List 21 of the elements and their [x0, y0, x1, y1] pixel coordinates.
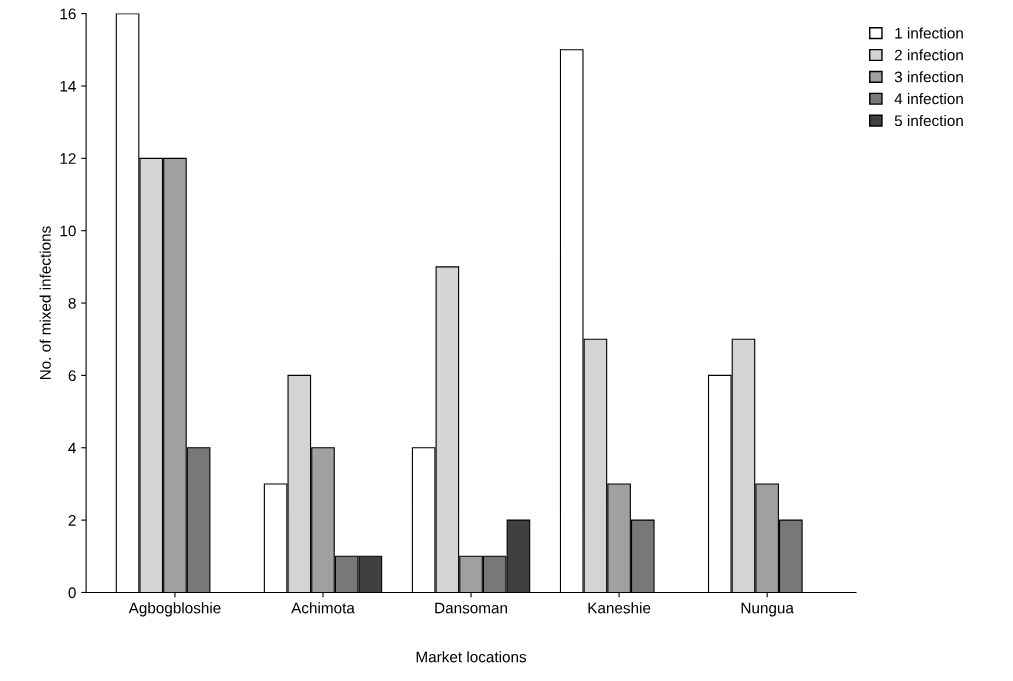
- y-tick-label: 6: [68, 370, 76, 382]
- x-tick-label: Kaneshie: [588, 602, 651, 614]
- x-tick-label: Dansoman: [435, 602, 507, 614]
- x-tick-label: Achimota: [291, 602, 355, 614]
- y-tick-label: 2: [68, 514, 76, 526]
- x-axis-title: Market locations: [416, 651, 527, 663]
- x-tick-label: Nungua: [741, 602, 794, 617]
- y-tick-label: 4: [68, 442, 76, 454]
- y-tick-label: 10: [60, 225, 76, 237]
- legend-label: 2 infection: [894, 49, 963, 61]
- y-axis-title: No. of mixed infections: [39, 226, 51, 380]
- y-tick-label: 14: [60, 81, 76, 92]
- x-tick-label: Agbogbloshie: [128, 602, 221, 617]
- y-tick-label: 12: [60, 153, 76, 164]
- legend-label: 4 infection: [894, 93, 963, 105]
- legend-label: 1 infection: [895, 27, 963, 39]
- y-tick-label: 16: [60, 8, 76, 20]
- legend-label: 5 infection: [894, 114, 963, 127]
- y-tick-label: 0: [68, 587, 76, 599]
- legend-label: 3 infection: [894, 71, 963, 83]
- y-tick-label: 8: [68, 297, 76, 309]
